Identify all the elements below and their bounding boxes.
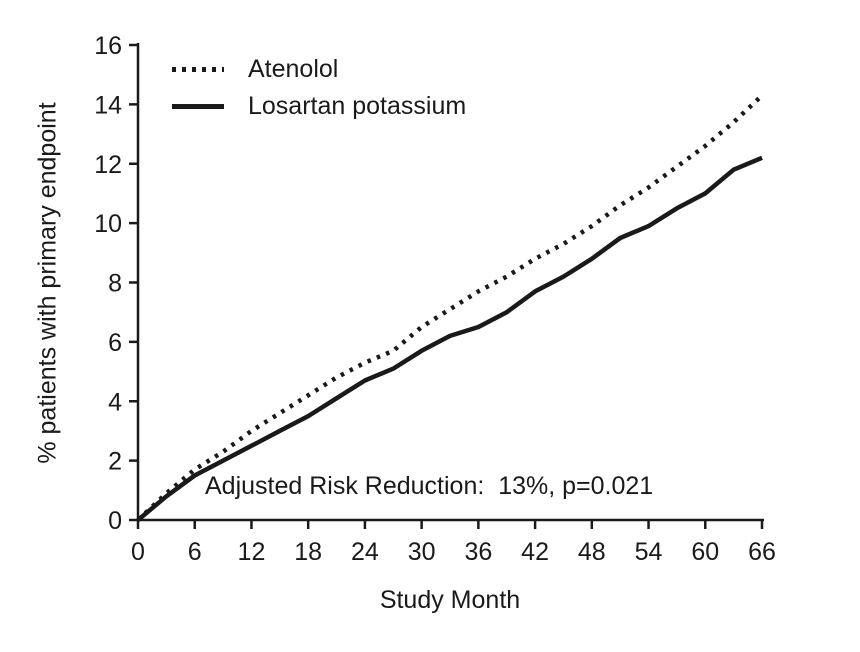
- x-tick-label: 36: [464, 538, 492, 566]
- x-tick-label: 12: [238, 538, 266, 566]
- y-axis-title: % patients with primary endpoint: [33, 102, 62, 464]
- x-tick-label: 30: [408, 538, 436, 566]
- legend-label-atenolol: Atenolol: [248, 55, 339, 83]
- x-axis-title: Study Month: [379, 586, 521, 614]
- x-tick-label: 48: [578, 538, 606, 566]
- x-tick-label: 6: [188, 538, 202, 566]
- series-line-losartan-potassium: [136, 155, 763, 522]
- chart-legend: Atenolol Losartan potassium: [172, 55, 467, 121]
- legend-label-losartan-potassium: Losartan potassium: [248, 91, 467, 120]
- x-tick-label: 66: [748, 538, 776, 566]
- x-tick-label: 18: [294, 538, 322, 566]
- y-tick-label: 2: [108, 448, 122, 476]
- y-tick-label: 4: [108, 388, 122, 416]
- x-tick-label: 42: [521, 538, 549, 566]
- y-tick-label: 12: [94, 151, 122, 179]
- legend-line-sample-solid: [172, 103, 224, 109]
- y-tick-label: 16: [94, 32, 122, 60]
- y-tick-label: 14: [94, 91, 122, 119]
- legend-item-losartan-potassium: Losartan potassium: [172, 91, 467, 121]
- y-tick-label: 8: [108, 270, 122, 298]
- legend-item-atenolol: Atenolol: [172, 55, 466, 84]
- x-tick-label: 24: [351, 538, 379, 566]
- series-line-atenolol: [136, 93, 764, 522]
- risk-reduction-annotation: Adjusted Risk Reduction: 13%, p=0.021: [205, 472, 654, 500]
- legend-line-sample-dotted: [172, 67, 224, 73]
- y-tick-label: 6: [108, 329, 122, 357]
- y-tick-label: 10: [94, 210, 122, 238]
- x-tick-label: 0: [131, 538, 145, 566]
- y-tick-label: 0: [108, 507, 122, 535]
- x-tick-label: 60: [691, 538, 719, 566]
- x-tick-label: 54: [635, 538, 663, 566]
